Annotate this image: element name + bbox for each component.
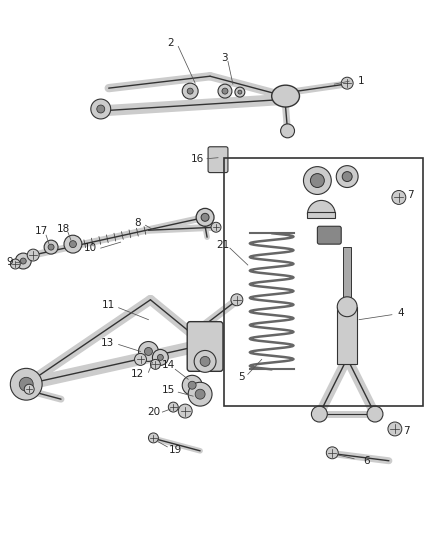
Text: 6: 6 <box>364 456 371 466</box>
Circle shape <box>70 241 76 248</box>
Text: 3: 3 <box>222 53 228 63</box>
Circle shape <box>19 377 33 391</box>
Circle shape <box>64 235 82 253</box>
Circle shape <box>152 350 168 365</box>
Circle shape <box>148 433 159 443</box>
Circle shape <box>195 389 205 399</box>
Circle shape <box>201 213 209 221</box>
Text: 11: 11 <box>102 300 115 310</box>
Circle shape <box>222 88 228 94</box>
Text: 10: 10 <box>84 243 97 253</box>
Text: 5: 5 <box>239 372 245 382</box>
Text: 19: 19 <box>169 445 182 455</box>
Circle shape <box>44 240 58 254</box>
Circle shape <box>187 88 193 94</box>
Circle shape <box>235 87 245 97</box>
Circle shape <box>218 84 232 98</box>
Circle shape <box>178 404 192 418</box>
Circle shape <box>311 174 324 188</box>
Circle shape <box>91 99 111 119</box>
Circle shape <box>337 297 357 317</box>
Circle shape <box>311 406 327 422</box>
Bar <box>337 307 357 365</box>
Circle shape <box>281 124 294 138</box>
Circle shape <box>231 294 243 306</box>
Circle shape <box>150 359 160 369</box>
Text: 15: 15 <box>162 385 175 395</box>
Text: 1: 1 <box>358 76 364 86</box>
Text: 17: 17 <box>35 226 48 236</box>
Text: 12: 12 <box>131 369 144 379</box>
Circle shape <box>182 83 198 99</box>
Circle shape <box>200 357 210 366</box>
Circle shape <box>11 259 20 269</box>
Circle shape <box>24 384 34 394</box>
Circle shape <box>48 244 54 250</box>
Text: 20: 20 <box>147 407 160 417</box>
Wedge shape <box>307 200 335 214</box>
Ellipse shape <box>272 85 300 107</box>
Circle shape <box>392 190 406 204</box>
Circle shape <box>388 422 402 436</box>
Circle shape <box>157 354 163 360</box>
Text: 8: 8 <box>134 219 141 228</box>
Circle shape <box>20 258 26 264</box>
Bar <box>224 158 423 406</box>
FancyBboxPatch shape <box>187 321 223 372</box>
Text: 7: 7 <box>403 426 410 436</box>
Circle shape <box>27 249 39 261</box>
Circle shape <box>15 253 31 269</box>
Circle shape <box>11 368 42 400</box>
Text: 18: 18 <box>57 224 70 234</box>
Circle shape <box>182 375 202 395</box>
Circle shape <box>188 382 212 406</box>
Circle shape <box>97 105 105 113</box>
Text: 13: 13 <box>101 337 114 348</box>
Text: 14: 14 <box>162 360 175 370</box>
Circle shape <box>326 447 338 459</box>
Circle shape <box>238 90 242 94</box>
Text: 4: 4 <box>398 308 404 318</box>
Bar <box>307 212 335 219</box>
Circle shape <box>145 348 152 356</box>
Circle shape <box>188 381 196 389</box>
Circle shape <box>367 406 383 422</box>
Text: 21: 21 <box>216 240 230 250</box>
Circle shape <box>211 222 221 232</box>
Circle shape <box>134 353 146 365</box>
Circle shape <box>196 208 214 226</box>
Circle shape <box>341 77 353 89</box>
Text: 7: 7 <box>407 190 414 200</box>
Circle shape <box>336 166 358 188</box>
Circle shape <box>168 402 178 412</box>
Circle shape <box>138 342 159 361</box>
Bar <box>343 247 351 312</box>
Circle shape <box>342 172 352 182</box>
Text: 16: 16 <box>191 154 204 164</box>
FancyBboxPatch shape <box>318 226 341 244</box>
Circle shape <box>194 351 216 373</box>
FancyBboxPatch shape <box>208 147 228 173</box>
Text: 9: 9 <box>6 257 13 267</box>
Circle shape <box>304 167 331 195</box>
Text: 2: 2 <box>167 38 173 49</box>
